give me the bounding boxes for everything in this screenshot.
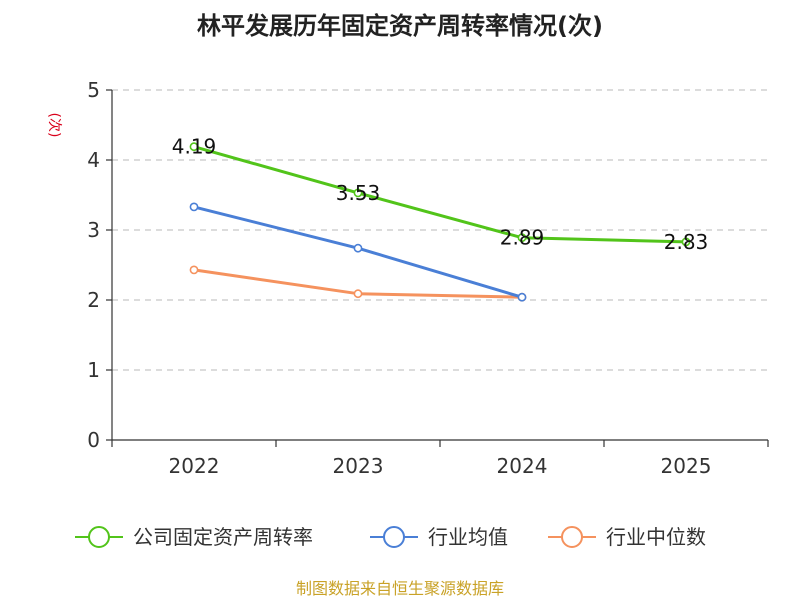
chart-title: 林平发展历年固定资产周转率情况(次) <box>197 12 603 40</box>
series-group <box>189 142 691 302</box>
series-line-0 <box>193 145 687 244</box>
data-point <box>353 243 363 253</box>
x-tick-label: 2023 <box>333 454 384 478</box>
data-labels: 4.19 3.53 2.89 2.83 <box>172 135 709 254</box>
source-note: 制图数据来自恒生聚源数据库 <box>296 579 504 598</box>
data-label: 3.53 <box>336 181 381 205</box>
data-label: 2.89 <box>500 226 545 250</box>
data-label: 4.19 <box>172 135 217 159</box>
legend-label: 公司固定资产周转率 <box>133 525 313 549</box>
y-tick-label: 4 <box>87 148 100 172</box>
data-point <box>189 202 199 212</box>
legend-label: 行业中位数 <box>606 525 706 549</box>
x-tick-label: 2022 <box>169 454 220 478</box>
y-axis-label: (次) <box>46 113 62 138</box>
legend: 公司固定资产周转率 行业均值 行业中位数 <box>75 525 706 549</box>
x-tick-labels: 2022 2023 2024 2025 <box>169 454 712 478</box>
legend-marker <box>88 526 110 548</box>
x-tick-label: 2025 <box>661 454 712 478</box>
data-point <box>681 237 691 247</box>
y-tick-label: 3 <box>87 218 100 242</box>
data-point <box>517 292 527 302</box>
legend-marker <box>561 526 583 548</box>
legend-label: 行业均值 <box>428 525 508 549</box>
data-point <box>189 142 199 152</box>
y-tick-label: 0 <box>87 428 100 452</box>
y-tick-label: 2 <box>87 288 100 312</box>
x-tick-label: 2024 <box>497 454 548 478</box>
data-point <box>517 233 527 243</box>
data-point <box>353 188 363 198</box>
y-tick-labels: 0 1 2 3 4 5 <box>87 78 100 452</box>
y-tick-label: 5 <box>87 78 100 102</box>
data-point <box>189 265 199 275</box>
axes <box>106 89 769 447</box>
data-point <box>353 289 363 299</box>
y-tick-label: 1 <box>87 358 100 382</box>
legend-marker <box>383 526 405 548</box>
data-label: 2.83 <box>664 230 709 254</box>
